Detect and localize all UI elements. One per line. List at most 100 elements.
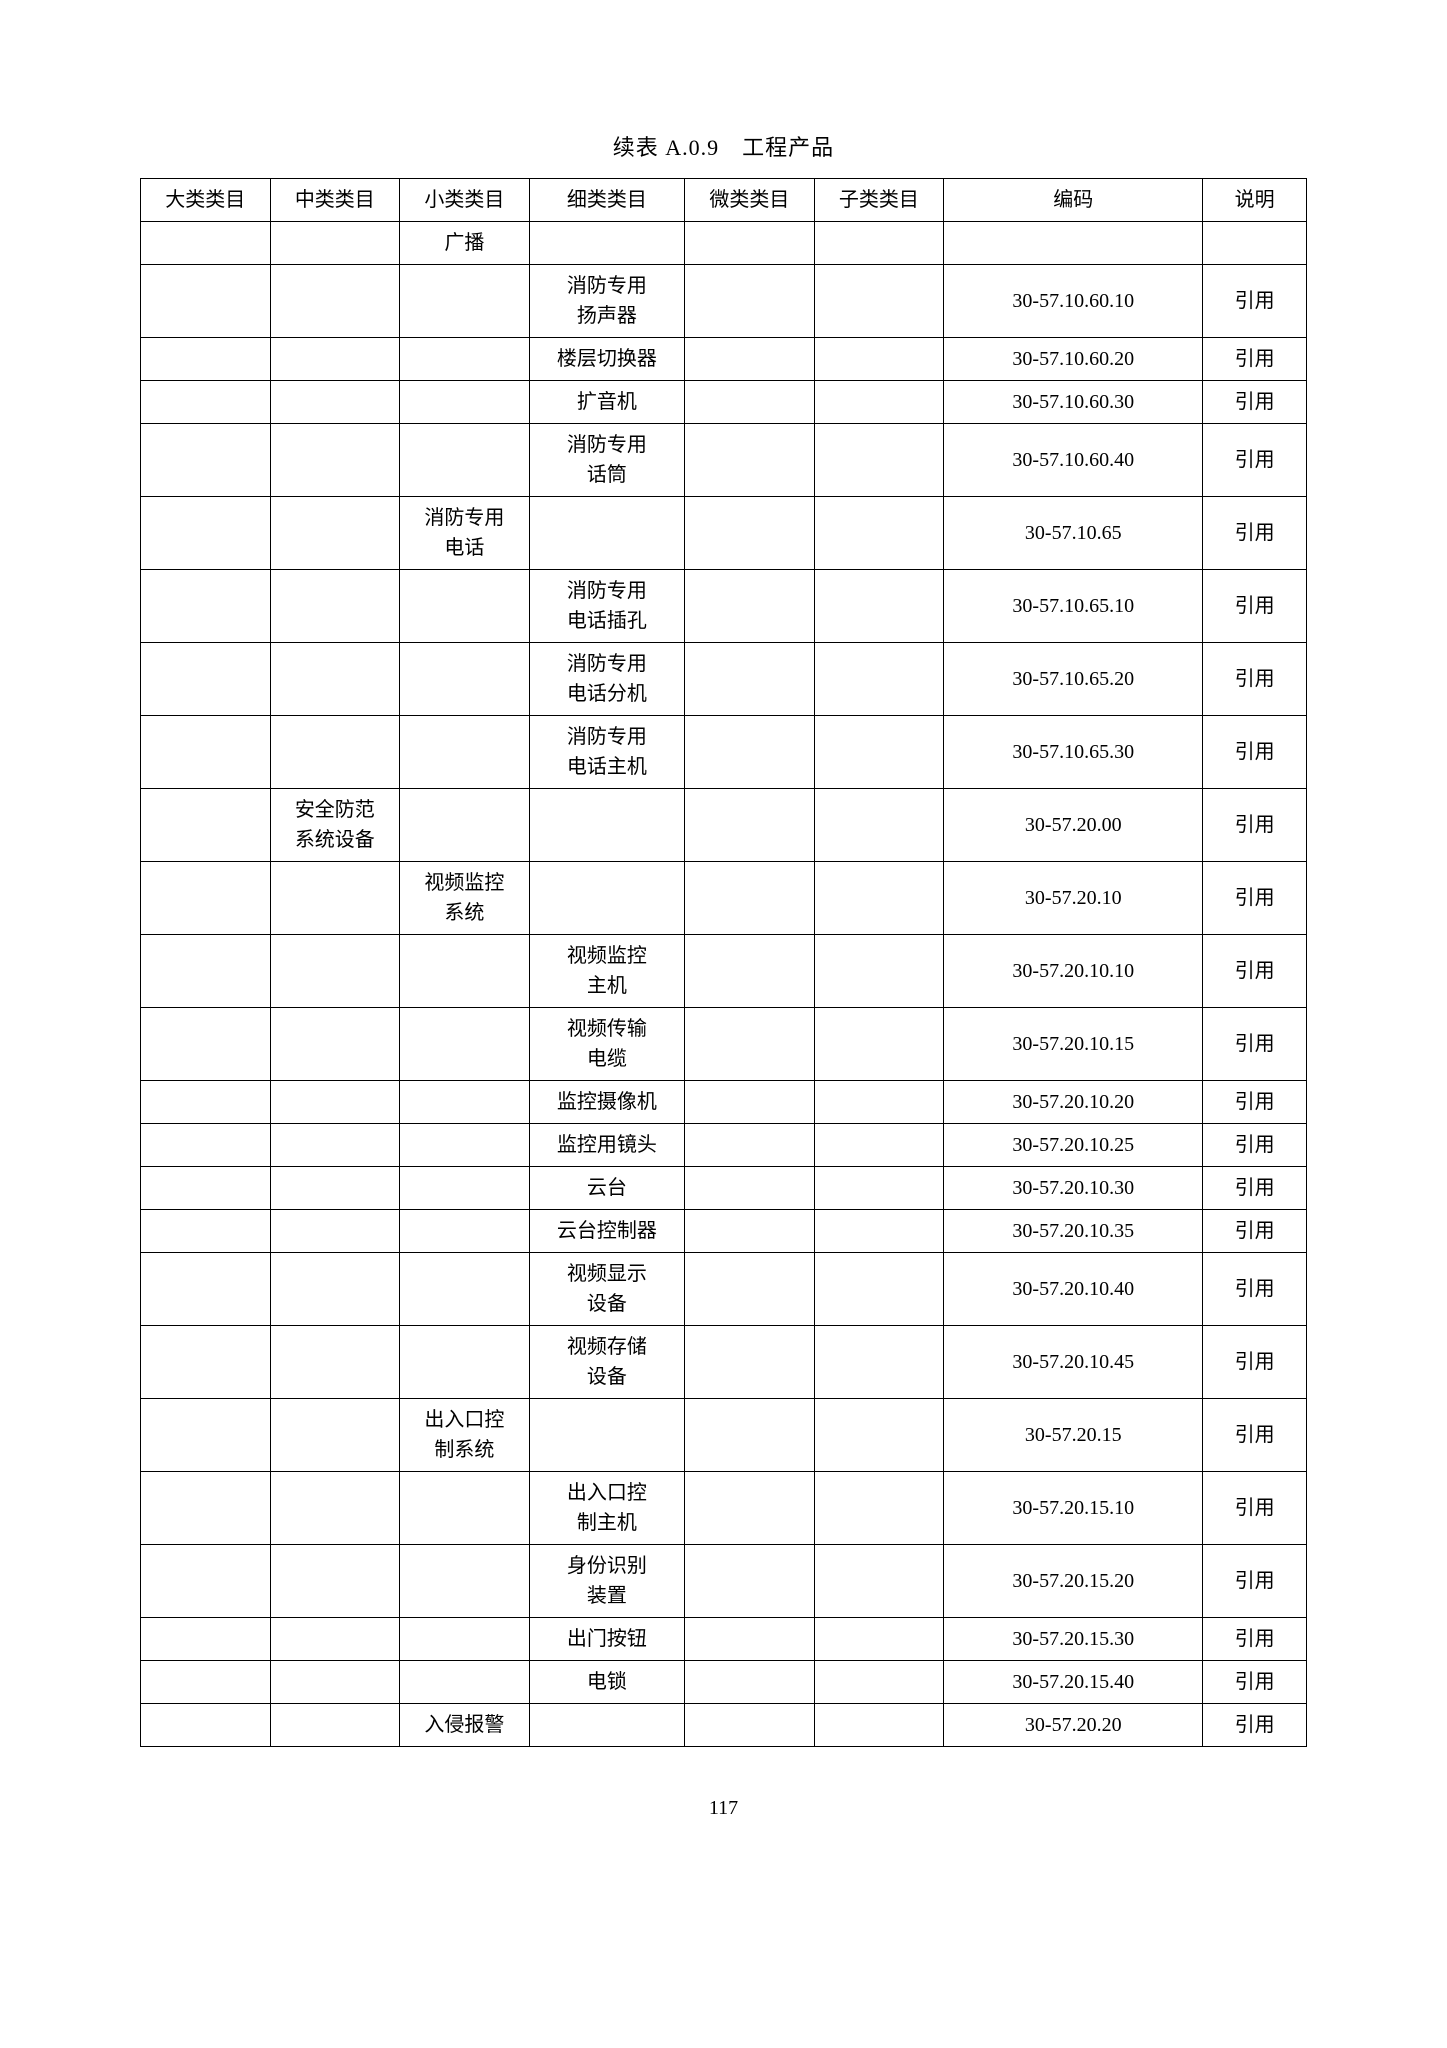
table-row: 视频显示设备30-57.20.10.40引用 bbox=[141, 1253, 1307, 1326]
table-cell bbox=[685, 1661, 815, 1704]
table-cell: 30-57.20.20 bbox=[944, 1704, 1203, 1747]
table-cell: 消防专用电话 bbox=[400, 497, 530, 570]
table-cell bbox=[685, 1210, 815, 1253]
table-row: 出门按钮30-57.20.15.30引用 bbox=[141, 1618, 1307, 1661]
table-cell bbox=[270, 1081, 400, 1124]
table-cell: 引用 bbox=[1203, 1545, 1307, 1618]
table-cell: 云台 bbox=[529, 1167, 684, 1210]
table-row: 视频存储设备30-57.20.10.45引用 bbox=[141, 1326, 1307, 1399]
product-table: 大类类目 中类类目 小类类目 细类类目 微类类目 子类类目 编码 说明 广播消防… bbox=[140, 178, 1307, 1747]
table-row: 出入口控制主机30-57.20.15.10引用 bbox=[141, 1472, 1307, 1545]
table-cell: 引用 bbox=[1203, 1704, 1307, 1747]
table-cell: 30-57.20.15.10 bbox=[944, 1472, 1203, 1545]
table-cell: 30-57.10.65.10 bbox=[944, 570, 1203, 643]
table-row: 消防专用电话分机30-57.10.65.20引用 bbox=[141, 643, 1307, 716]
table-cell bbox=[400, 1210, 530, 1253]
table-cell bbox=[814, 1472, 944, 1545]
table-cell bbox=[141, 1545, 271, 1618]
table-cell: 身份识别装置 bbox=[529, 1545, 684, 1618]
table-cell bbox=[400, 1167, 530, 1210]
table-cell: 30-57.20.10.25 bbox=[944, 1124, 1203, 1167]
table-cell bbox=[141, 424, 271, 497]
table-cell: 30-57.10.60.30 bbox=[944, 381, 1203, 424]
table-cell bbox=[814, 1124, 944, 1167]
table-row: 消防专用电话30-57.10.65引用 bbox=[141, 497, 1307, 570]
table-cell: 30-57.10.60.20 bbox=[944, 338, 1203, 381]
header-col-6: 子类类目 bbox=[814, 179, 944, 222]
table-cell bbox=[814, 1661, 944, 1704]
table-cell: 出入口控制系统 bbox=[400, 1399, 530, 1472]
table-cell: 30-57.20.10.20 bbox=[944, 1081, 1203, 1124]
table-cell bbox=[270, 1399, 400, 1472]
table-cell bbox=[400, 265, 530, 338]
table-cell bbox=[270, 716, 400, 789]
table-cell bbox=[270, 935, 400, 1008]
table-row: 监控用镜头30-57.20.10.25引用 bbox=[141, 1124, 1307, 1167]
table-cell bbox=[529, 1704, 684, 1747]
table-cell bbox=[685, 1472, 815, 1545]
table-cell bbox=[814, 1081, 944, 1124]
table-cell bbox=[141, 497, 271, 570]
table-cell bbox=[400, 1472, 530, 1545]
table-cell: 30-57.20.15.40 bbox=[944, 1661, 1203, 1704]
table-cell bbox=[529, 862, 684, 935]
table-cell bbox=[814, 1008, 944, 1081]
table-cell bbox=[814, 935, 944, 1008]
table-cell bbox=[685, 716, 815, 789]
header-col-4: 细类类目 bbox=[529, 179, 684, 222]
table-cell bbox=[270, 1472, 400, 1545]
table-cell bbox=[270, 570, 400, 643]
table-cell bbox=[400, 338, 530, 381]
table-cell: 扩音机 bbox=[529, 381, 684, 424]
table-cell: 30-57.20.15.30 bbox=[944, 1618, 1203, 1661]
table-row: 视频传输电缆30-57.20.10.15引用 bbox=[141, 1008, 1307, 1081]
table-cell bbox=[400, 1661, 530, 1704]
table-cell bbox=[814, 1326, 944, 1399]
table-cell bbox=[270, 1124, 400, 1167]
table-cell bbox=[141, 1253, 271, 1326]
table-cell bbox=[141, 338, 271, 381]
table-cell bbox=[685, 1618, 815, 1661]
table-cell: 30-57.20.00 bbox=[944, 789, 1203, 862]
table-cell: 消防专用扬声器 bbox=[529, 265, 684, 338]
table-cell: 30-57.20.10.10 bbox=[944, 935, 1203, 1008]
table-cell: 广播 bbox=[400, 222, 530, 265]
table-cell bbox=[270, 1545, 400, 1618]
header-col-7: 编码 bbox=[944, 179, 1203, 222]
table-row: 云台控制器30-57.20.10.35引用 bbox=[141, 1210, 1307, 1253]
table-cell bbox=[400, 1618, 530, 1661]
table-cell: 引用 bbox=[1203, 381, 1307, 424]
table-cell: 30-57.10.60.10 bbox=[944, 265, 1203, 338]
table-cell bbox=[814, 1618, 944, 1661]
table-cell bbox=[529, 789, 684, 862]
table-cell bbox=[270, 1704, 400, 1747]
table-cell bbox=[814, 716, 944, 789]
table-cell bbox=[141, 570, 271, 643]
table-cell bbox=[141, 716, 271, 789]
header-col-1: 大类类目 bbox=[141, 179, 271, 222]
table-cell: 引用 bbox=[1203, 716, 1307, 789]
table-cell bbox=[270, 1253, 400, 1326]
table-row: 扩音机 30-57.10.60.30引用 bbox=[141, 381, 1307, 424]
table-cell bbox=[685, 1167, 815, 1210]
table-cell bbox=[141, 789, 271, 862]
table-row: 消防专用电话主机30-57.10.65.30引用 bbox=[141, 716, 1307, 789]
table-cell bbox=[270, 1008, 400, 1081]
table-row: 安全防范系统设备30-57.20.00引用 bbox=[141, 789, 1307, 862]
table-row: 视频监控系统30-57.20.10引用 bbox=[141, 862, 1307, 935]
table-row: 入侵报警30-57.20.20引用 bbox=[141, 1704, 1307, 1747]
table-row: 消防专用话筒30-57.10.60.40引用 bbox=[141, 424, 1307, 497]
table-cell bbox=[400, 424, 530, 497]
table-cell bbox=[270, 381, 400, 424]
table-cell: 消防专用电话插孔 bbox=[529, 570, 684, 643]
table-cell bbox=[814, 424, 944, 497]
table-cell: 30-57.10.65.20 bbox=[944, 643, 1203, 716]
table-cell bbox=[270, 1210, 400, 1253]
table-cell: 楼层切换器 bbox=[529, 338, 684, 381]
table-cell bbox=[814, 570, 944, 643]
table-cell: 引用 bbox=[1203, 1008, 1307, 1081]
table-cell: 出入口控制主机 bbox=[529, 1472, 684, 1545]
table-cell bbox=[141, 1399, 271, 1472]
table-cell: 30-57.20.10.30 bbox=[944, 1167, 1203, 1210]
table-cell bbox=[141, 643, 271, 716]
